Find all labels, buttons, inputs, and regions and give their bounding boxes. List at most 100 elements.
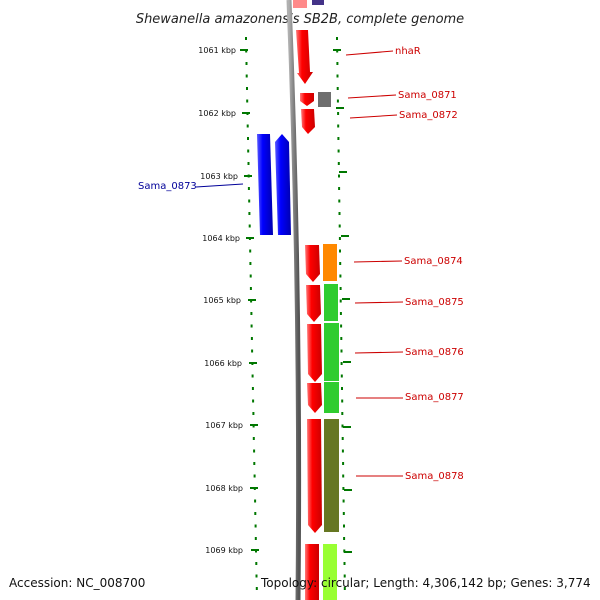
scale-dot (341, 449, 344, 453)
scale-tick: 1062 kbp (198, 107, 344, 118)
scale-dot (253, 449, 256, 453)
scale-dot (343, 524, 345, 528)
scale-dot (337, 137, 340, 140)
leader-lines (195, 50, 404, 477)
gene-bottom-partial-red[interactable] (305, 544, 319, 600)
scale-dot (245, 62, 248, 65)
gene-sama-0877[interactable] (307, 383, 322, 413)
gene-sama-0871[interactable] (300, 93, 314, 106)
scale-tick: 1068 kbp (205, 484, 352, 493)
scale-dot (336, 62, 339, 65)
scale-tick: 1065 kbp (203, 296, 350, 305)
scale-dot (253, 474, 256, 478)
scale-dot (252, 437, 255, 440)
scale-dot (255, 587, 258, 590)
scale-dot (247, 162, 250, 165)
top-partial-gene (293, 0, 307, 8)
scale-label: 1065 kbp (203, 296, 241, 305)
accession-text: Accession: NC_008700 (9, 576, 145, 590)
gene-sama-0871-gray[interactable] (318, 92, 331, 107)
gene-label-nhaR[interactable]: nhaR (395, 46, 421, 57)
gene-sama-0874[interactable] (305, 245, 320, 282)
gene-sama-0875[interactable] (306, 285, 321, 322)
gene-sama-0876-green[interactable] (324, 323, 339, 381)
gene-nhaR[interactable] (296, 30, 313, 84)
scale-dot (249, 274, 252, 278)
scale-dot (249, 249, 252, 253)
scale-tick: 1061 kbp (198, 46, 341, 55)
gene-sama-0872[interactable] (301, 109, 315, 134)
scale-label: 1066 kbp (204, 359, 242, 368)
gene-label-sama-0878[interactable]: Sama_0878 (405, 471, 464, 482)
scale-dot (343, 537, 346, 540)
scale-dot (339, 312, 342, 315)
gene-sama-0878[interactable] (307, 419, 322, 533)
scale-dot (254, 524, 257, 528)
gene-sama-0878-olive[interactable] (324, 419, 339, 532)
scale-dot (254, 512, 257, 515)
scale-dot (250, 337, 253, 340)
dotted-scale-right (336, 37, 346, 590)
scale-label: 1063 kbp (200, 172, 238, 181)
scale-tick: 1064 kbp (202, 234, 349, 243)
scale-dot (255, 562, 258, 565)
gene-sama-0873-b[interactable] (275, 134, 291, 235)
gene-label-sama-0872[interactable]: Sama_0872 (399, 110, 458, 121)
scale-axis: 1061 kbp 1062 kbp 1063 kbp 1064 kbp 1065… (198, 46, 352, 555)
scale-dot (246, 99, 249, 103)
gene-sama-0874-orange[interactable] (323, 244, 337, 281)
scale-dot (337, 149, 340, 153)
gene-label-sama-0871[interactable]: Sama_0871 (398, 90, 457, 101)
scale-dot (338, 187, 341, 190)
dotted-scale-left (245, 37, 258, 590)
scale-dot (249, 262, 252, 265)
scale-dot (339, 274, 342, 278)
scale-dot (341, 387, 343, 390)
scale-dot (336, 74, 339, 78)
scale-tick: 1069 kbp (205, 546, 352, 555)
scale-dot (340, 349, 343, 353)
scale-label: 1069 kbp (205, 546, 243, 555)
scale-dot (338, 199, 341, 203)
scale-dot (254, 499, 257, 503)
gene-sama-0876[interactable] (307, 324, 322, 382)
gene-label-sama-0876[interactable]: Sama_0876 (405, 347, 464, 358)
scale-dot (336, 37, 338, 40)
gene-sama-0873-a[interactable] (257, 134, 273, 235)
scale-dot (248, 212, 251, 215)
scale-dot (341, 399, 344, 403)
gene-label-sama-0877[interactable]: Sama_0877 (405, 392, 464, 403)
scale-dot (338, 237, 341, 240)
gene-sama-0877-green[interactable] (324, 382, 339, 413)
scale-dot (250, 324, 253, 328)
scale-dot (336, 99, 339, 103)
scale-dot (340, 337, 343, 340)
scale-dot (252, 412, 255, 415)
scale-tick: 1067 kbp (205, 421, 351, 430)
gene-label-sama-0875[interactable]: Sama_0875 (405, 297, 464, 308)
scale-dot (251, 387, 254, 390)
gene-label-sama-0873[interactable]: Sama_0873 (138, 181, 197, 192)
scale-dot (245, 37, 247, 40)
scale-label: 1067 kbp (205, 421, 243, 430)
scale-dot (251, 374, 254, 378)
gene-bottom-partial-lime[interactable] (323, 544, 337, 600)
scale-dot (248, 224, 251, 228)
scale-dot (254, 537, 257, 540)
scale-dot (336, 87, 339, 90)
scale-dot (343, 574, 346, 578)
chart-title: Shewanella amazonensis SB2B, complete ge… (136, 12, 464, 27)
scale-label: 1062 kbp (198, 109, 236, 118)
scale-dot (251, 349, 254, 353)
gene-label-sama-0874[interactable]: Sama_0874 (404, 256, 463, 267)
gene-sama-0875-green[interactable] (324, 284, 338, 321)
scale-dot (338, 212, 341, 215)
gene-features (257, 30, 339, 600)
scale-dot (341, 424, 344, 428)
scale-dot (247, 137, 249, 140)
scale-dot (255, 574, 258, 578)
scale-label: 1061 kbp (198, 46, 236, 55)
scale-label: 1064 kbp (202, 234, 240, 243)
scale-dot (337, 124, 340, 128)
